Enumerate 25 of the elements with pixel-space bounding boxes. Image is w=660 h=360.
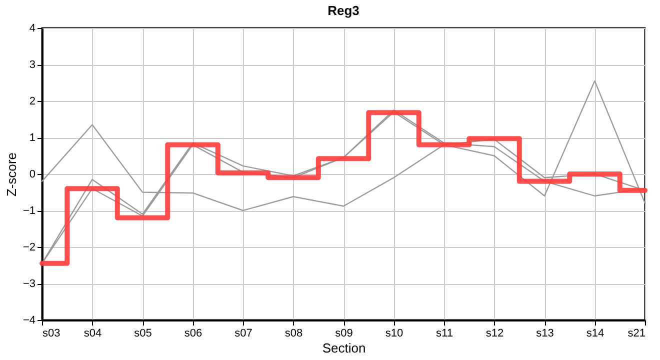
x-tick-label: s08 xyxy=(284,328,303,340)
y-tick-label: 4 xyxy=(29,22,36,34)
y-tick-label: −2 xyxy=(22,242,36,254)
x-tick-label: s03 xyxy=(42,328,60,340)
y-tick-label: 1 xyxy=(29,132,36,144)
y-tick-label: 0 xyxy=(29,168,36,180)
x-tick-label: s21 xyxy=(628,328,646,340)
y-tick-label: 3 xyxy=(29,59,36,71)
x-tick-label: s14 xyxy=(586,328,604,340)
x-tick-label: s09 xyxy=(335,328,353,340)
y-tick-label: 2 xyxy=(29,96,36,108)
x-axis-title: Section xyxy=(322,340,366,356)
y-axis-title: Z-score xyxy=(4,152,19,197)
x-tick-label: s11 xyxy=(436,328,453,340)
chart-title: Reg3 xyxy=(328,3,360,18)
x-tick-label: s04 xyxy=(84,328,102,340)
y-tick-label: −4 xyxy=(22,314,36,326)
x-tick-label: s06 xyxy=(184,328,202,340)
y-tick-label: −1 xyxy=(22,205,36,217)
y-tick-label: −3 xyxy=(22,278,36,290)
x-tick-label: s05 xyxy=(134,328,152,340)
x-tick-label: s13 xyxy=(536,328,554,340)
x-tick-label: s10 xyxy=(385,328,404,340)
x-tick-label: s12 xyxy=(486,328,504,340)
x-tick-label: s07 xyxy=(234,328,252,340)
